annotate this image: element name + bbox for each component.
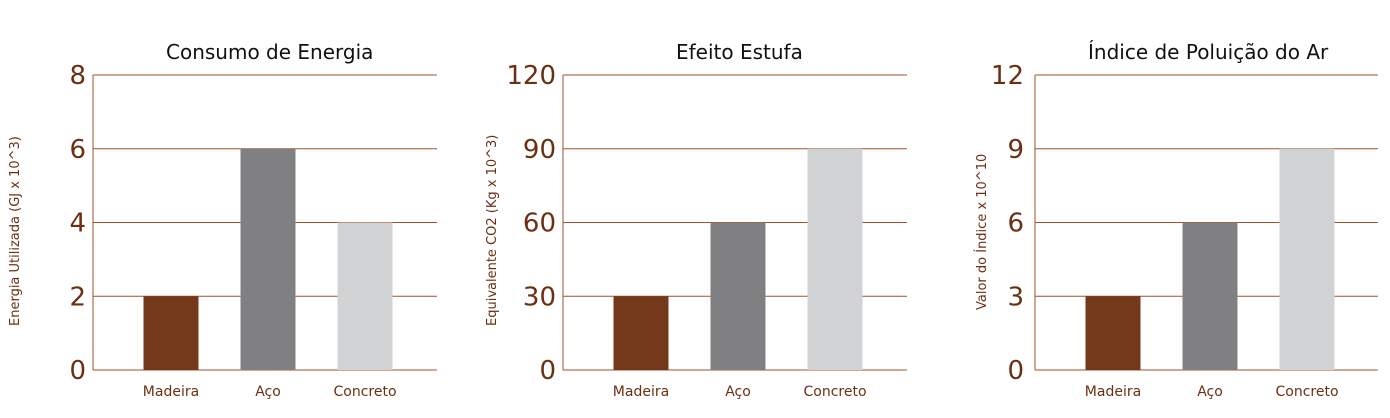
y-tick-label: 12 bbox=[991, 61, 1024, 91]
y-tick-label: 3 bbox=[1007, 282, 1024, 312]
chart-title: Índice de Poluição do Ar bbox=[1088, 40, 1329, 64]
y-tick-label: 90 bbox=[523, 135, 556, 165]
y-tick-label: 0 bbox=[69, 356, 86, 386]
chart-title: Consumo de Energia bbox=[166, 40, 374, 64]
chart-title: Efeito Estufa bbox=[676, 40, 803, 64]
x-tick-label: Concreto bbox=[1275, 384, 1338, 400]
y-tick-label: 6 bbox=[69, 135, 86, 165]
x-tick-label: Madeira bbox=[143, 384, 199, 400]
x-tick-label: Aço bbox=[1197, 384, 1223, 400]
bar bbox=[807, 148, 863, 370]
x-tick-label: Aço bbox=[725, 384, 751, 400]
bar bbox=[143, 296, 199, 370]
bar bbox=[1182, 222, 1238, 370]
chart-panel-poluicao: Índice de Poluição do Ar Valor do Índice… bbox=[940, 0, 1390, 418]
chart-panel-consumo: Consumo de Energia Energia Utilizada (GJ… bbox=[0, 0, 460, 418]
y-tick-label: 0 bbox=[1007, 356, 1024, 386]
bar bbox=[613, 296, 669, 370]
bar-chart-efeito-estufa: 0 30 60 90 120 Madeira Aço Concreto bbox=[506, 61, 907, 400]
bar-chart-consumo: 0 2 4 6 8 Madeira Aço Concreto bbox=[69, 61, 437, 400]
chart-panel-efeito-estufa: Efeito Estufa Equivalente CO2 (Kg x 10^3… bbox=[470, 0, 930, 418]
y-tick-label: 6 bbox=[1007, 209, 1024, 239]
y-tick-label: 2 bbox=[69, 282, 86, 312]
x-tick-label: Concreto bbox=[333, 384, 396, 400]
bar bbox=[1279, 148, 1335, 370]
y-tick-label: 4 bbox=[69, 209, 86, 239]
y-tick-label: 30 bbox=[523, 282, 556, 312]
bar bbox=[710, 222, 766, 370]
y-tick-label: 9 bbox=[1007, 135, 1024, 165]
bar bbox=[1085, 296, 1141, 370]
x-tick-label: Madeira bbox=[613, 384, 669, 400]
y-tick-label: 120 bbox=[506, 61, 556, 91]
y-tick-label: 0 bbox=[539, 356, 556, 386]
x-tick-label: Aço bbox=[255, 384, 281, 400]
x-tick-label: Concreto bbox=[803, 384, 866, 400]
y-tick-label: 8 bbox=[69, 61, 86, 91]
bar bbox=[337, 222, 393, 370]
bar-chart-poluicao: 0 3 6 9 12 Madeira Aço Concreto bbox=[991, 61, 1378, 400]
x-tick-label: Madeira bbox=[1085, 384, 1141, 400]
y-tick-label: 60 bbox=[523, 209, 556, 239]
bar bbox=[240, 148, 296, 370]
